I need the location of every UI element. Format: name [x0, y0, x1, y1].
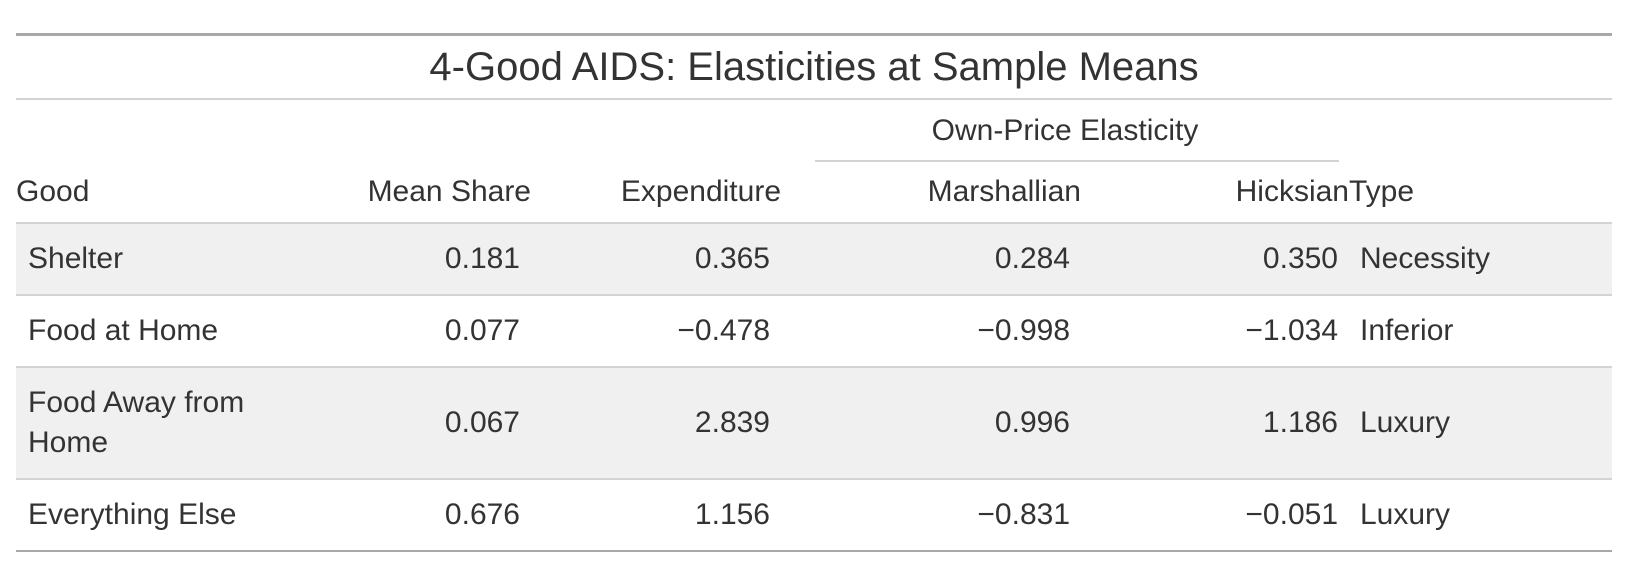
cell-marshallian: −0.998	[781, 295, 1081, 368]
col-header-good: Good	[16, 162, 306, 224]
spanner-label: Own-Price Elasticity	[931, 114, 1199, 147]
cell-mean-share: 0.181	[306, 223, 531, 296]
spanner-spacer-right	[1349, 99, 1612, 162]
cell-good: Food at Home	[16, 295, 306, 368]
cell-type: Luxury	[1349, 367, 1613, 480]
cell-hicksian: −0.051	[1081, 479, 1349, 552]
cell-good: Shelter	[16, 223, 306, 296]
cell-hicksian: 0.350	[1081, 223, 1349, 296]
col-header-mean-share: Mean Share	[306, 162, 531, 224]
cell-type: Luxury	[1349, 479, 1613, 552]
col-header-marshallian: Marshallian	[781, 162, 1081, 224]
cell-hicksian: 1.186	[1081, 367, 1349, 480]
cell-mean-share: 0.067	[306, 367, 531, 480]
cell-type: Necessity	[1349, 223, 1613, 296]
cell-type: Inferior	[1349, 295, 1613, 368]
title-row: 4-Good AIDS: Elasticities at Sample Mean…	[16, 33, 1613, 100]
cell-expenditure: 2.839	[531, 367, 781, 480]
table-row-food-away-from-home: Food Away from Home 0.067 2.839 0.996 1.…	[16, 367, 1613, 480]
column-header-row: Good Mean Share Expenditure Marshallian …	[16, 162, 1613, 224]
table-row-shelter: Shelter 0.181 0.365 0.284 0.350 Necessit…	[16, 223, 1613, 296]
cell-hicksian: −1.034	[1081, 295, 1349, 368]
spanner-underline	[815, 160, 1339, 162]
cell-good: Food Away from Home	[16, 367, 306, 480]
table-title: 4-Good AIDS: Elasticities at Sample Mean…	[16, 33, 1613, 100]
table-row-everything-else: Everything Else 0.676 1.156 −0.831 −0.05…	[16, 479, 1613, 552]
col-header-expenditure: Expenditure	[531, 162, 781, 224]
cell-marshallian: 0.284	[781, 223, 1081, 296]
table-row-food-at-home: Food at Home 0.077 −0.478 −0.998 −1.034 …	[16, 295, 1613, 368]
cell-good: Everything Else	[16, 479, 306, 552]
cell-expenditure: −0.478	[531, 295, 781, 368]
cell-expenditure: 0.365	[531, 223, 781, 296]
spanner-own-price-elasticity: Own-Price Elasticity	[781, 99, 1349, 162]
cell-expenditure: 1.156	[531, 479, 781, 552]
cell-mean-share: 0.077	[306, 295, 531, 368]
cell-mean-share: 0.676	[306, 479, 531, 552]
cell-marshallian: −0.831	[781, 479, 1081, 552]
col-header-type: Type	[1349, 162, 1613, 224]
spanner-spacer-left	[16, 99, 781, 162]
cell-marshallian: 0.996	[781, 367, 1081, 480]
col-header-hicksian: Hicksian	[1081, 162, 1349, 224]
elasticities-table: 4-Good AIDS: Elasticities at Sample Mean…	[16, 33, 1613, 552]
spanner-row: Own-Price Elasticity	[16, 99, 1612, 162]
table-container: 4-Good AIDS: Elasticities at Sample Mean…	[16, 33, 1613, 552]
